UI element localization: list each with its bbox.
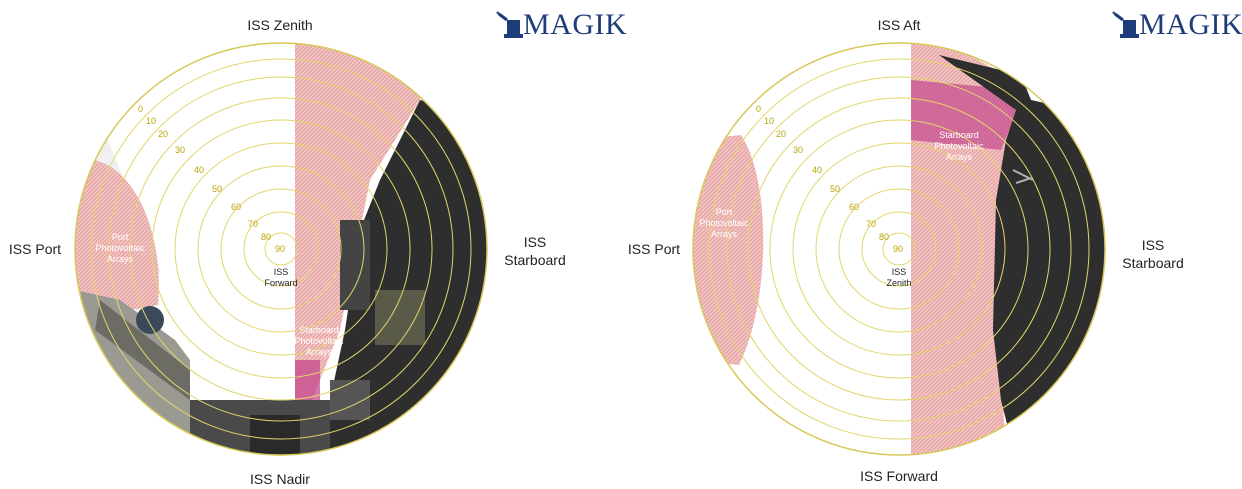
truss-segment <box>340 220 370 310</box>
dome-rim <box>74 42 488 456</box>
ring-label-80: 80 <box>261 232 271 242</box>
magik-logo: MAGIK <box>1111 8 1242 42</box>
ring-label-30: 30 <box>793 145 803 155</box>
port-array-label-1: Port <box>716 207 733 217</box>
ring-label-70: 70 <box>248 219 258 229</box>
starboard-array-label-3: Arrays <box>946 152 973 162</box>
elevation-rings <box>90 58 472 440</box>
magician-hat-icon <box>1112 11 1139 38</box>
label-starboard-line2: Starboard <box>504 252 566 268</box>
port-array-region <box>693 135 764 365</box>
center-label-line1: ISS <box>892 267 907 277</box>
left-sky-dome: 0 10 20 30 40 50 60 70 80 90 ISS Forward… <box>74 42 488 456</box>
dome-rim <box>692 42 1106 456</box>
ring-label-0: 0 <box>756 104 761 114</box>
truss-beam <box>95 300 190 400</box>
left-view-panel: ISS Zenith ISS Nadir ISS Port ISS Starbo… <box>8 8 627 487</box>
logo-text: MAGIK <box>523 8 628 41</box>
port-array-label-3: Arrays <box>107 254 134 264</box>
ring-labels: 0 10 20 30 40 50 60 70 80 90 <box>138 104 285 254</box>
camera-unit <box>136 306 164 334</box>
ring-labels: 0 10 20 30 40 50 60 70 80 90 <box>756 104 903 254</box>
right-view-panel: ISS Aft ISS Forward ISS Port ISS Starboa… <box>621 0 1242 489</box>
ring-label-90: 90 <box>275 244 285 254</box>
label-starboard-line2: Starboard <box>1122 255 1184 271</box>
label-forward: ISS Forward <box>860 468 938 484</box>
ring-label-80: 80 <box>879 232 889 242</box>
starboard-array-label-1: Starboard <box>299 325 339 335</box>
logo-text: MAGIK <box>1139 8 1242 41</box>
port-array-label-2: Photovoltaic <box>95 243 145 253</box>
magik-logo: MAGIK <box>495 8 627 42</box>
right-sky-dome: 0 10 20 30 40 50 60 70 80 90 ISS Zenith … <box>692 42 1106 456</box>
label-port: ISS Port <box>8 241 62 257</box>
center-label-line2: Zenith <box>886 278 911 288</box>
center-label-line1: ISS <box>274 267 289 277</box>
port-array-label-3: Arrays <box>711 229 738 239</box>
ring-label-20: 20 <box>158 129 168 139</box>
ring-label-40: 40 <box>812 165 822 175</box>
label-starboard-line1: ISS <box>523 234 547 250</box>
label-starboard-line1: ISS <box>1141 237 1165 253</box>
elevation-rings <box>708 58 1090 440</box>
hatch-block <box>250 415 300 455</box>
ring-label-10: 10 <box>146 116 156 126</box>
label-starboard: ISS Starboard <box>500 233 570 269</box>
label-port: ISS Port <box>627 241 681 257</box>
ring-label-30: 30 <box>175 145 185 155</box>
antenna-mark <box>1012 169 1034 184</box>
array-magenta-patch <box>295 360 320 400</box>
ring-label-70: 70 <box>866 219 876 229</box>
ring-label-60: 60 <box>849 202 859 212</box>
starboard-array-label-3: Arrays <box>306 347 333 357</box>
starboard-array-label-1: Starboard <box>939 130 979 140</box>
starboard-array-label-2: Photovoltaic <box>294 336 344 346</box>
ring-label-90: 90 <box>893 244 903 254</box>
ring-label-10: 10 <box>764 116 774 126</box>
ring-label-0: 0 <box>138 104 143 114</box>
ring-label-20: 20 <box>776 129 786 139</box>
starboard-array-label-2: Photovoltaic <box>934 141 984 151</box>
array-magenta-patch <box>911 80 1021 150</box>
magician-hat-icon <box>496 11 523 38</box>
label-aft: ISS Aft <box>877 17 921 33</box>
ring-label-50: 50 <box>212 184 222 194</box>
label-zenith: ISS Zenith <box>247 17 313 33</box>
label-nadir: ISS Nadir <box>250 471 310 487</box>
ring-label-50: 50 <box>830 184 840 194</box>
ring-label-40: 40 <box>194 165 204 175</box>
label-starboard: ISS Starboard <box>1118 236 1188 272</box>
port-array-label-2: Photovoltaic <box>699 218 749 228</box>
center-label-line2: Forward <box>264 278 297 288</box>
port-array-label-1: Port <box>112 232 129 242</box>
ring-label-60: 60 <box>231 202 241 212</box>
